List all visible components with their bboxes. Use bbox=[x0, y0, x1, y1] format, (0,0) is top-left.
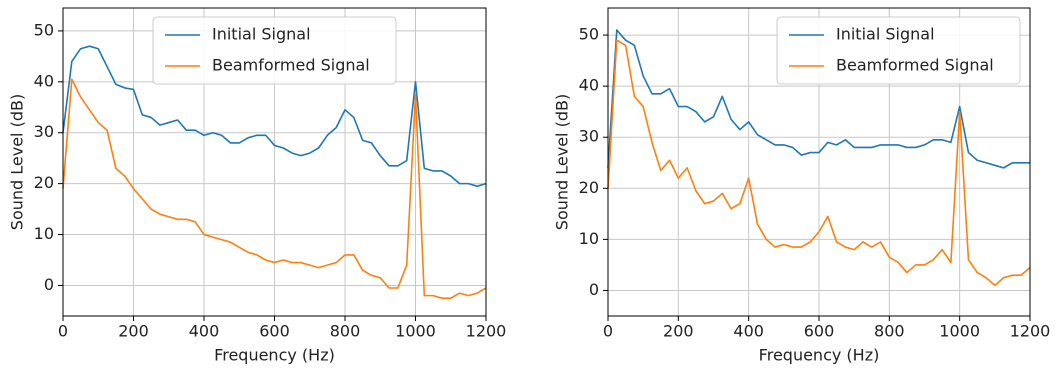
y-tick-label: 10 bbox=[34, 224, 54, 243]
plot-frame bbox=[607, 7, 1031, 317]
y-tick-label: 50 bbox=[579, 25, 599, 44]
series-line bbox=[607, 29, 1030, 169]
legend-box bbox=[776, 16, 1021, 85]
y-tick-label: 10 bbox=[579, 229, 599, 248]
y-tick-label: 0 bbox=[44, 275, 54, 294]
y-tick-label: 20 bbox=[34, 173, 54, 192]
x-axis-label: Frequency (Hz) bbox=[759, 346, 880, 365]
x-tick-label: 600 bbox=[259, 322, 290, 341]
subplot: 0 200 400 600 800 1000 1200 0 10 20 30 40 50 Frequenc… bbox=[553, 7, 1051, 365]
y-tick-label: 20 bbox=[579, 178, 599, 197]
legend-label: Beamformed Signal bbox=[212, 56, 370, 75]
x-tick-label: 200 bbox=[663, 322, 694, 341]
y-axis-label: Sound Level (dB) bbox=[553, 94, 572, 230]
x-tick-label: 1200 bbox=[1010, 322, 1051, 341]
y-tick-label: 30 bbox=[34, 122, 54, 141]
x-tick-label: 600 bbox=[804, 322, 835, 341]
series-line bbox=[62, 45, 487, 187]
x-tick-label: 1000 bbox=[395, 322, 436, 341]
plot-frame bbox=[62, 7, 487, 317]
y-tick-label: 30 bbox=[579, 127, 599, 146]
x-tick-label: 400 bbox=[733, 322, 764, 341]
y-tick-label: 50 bbox=[34, 20, 54, 39]
x-tick-label: 1200 bbox=[466, 322, 507, 341]
legend-label: Beamformed Signal bbox=[836, 56, 994, 75]
x-tick-label: 400 bbox=[189, 322, 220, 341]
subplot: 0 200 400 600 800 1000 1200 0 10 20 30 40 50 Frequenc… bbox=[8, 7, 507, 365]
y-tick-label: 40 bbox=[34, 71, 54, 90]
x-tick-label: 200 bbox=[118, 322, 149, 341]
y-tick-label: 40 bbox=[579, 76, 599, 95]
x-axis-label: Frequency (Hz) bbox=[214, 346, 335, 365]
legend-label: Initial Signal bbox=[836, 25, 935, 44]
x-tick-label: 0 bbox=[58, 322, 68, 341]
x-tick-label: 800 bbox=[874, 322, 905, 341]
legend-box bbox=[152, 16, 397, 85]
x-tick-label: 0 bbox=[603, 322, 613, 341]
x-tick-label: 1000 bbox=[939, 322, 980, 341]
y-axis-label: Sound Level (dB) bbox=[8, 94, 27, 230]
series-line bbox=[62, 78, 487, 299]
y-tick-label: 0 bbox=[589, 280, 599, 299]
legend-label: Initial Signal bbox=[212, 25, 311, 44]
series-line bbox=[607, 39, 1031, 287]
x-tick-label: 800 bbox=[330, 322, 361, 341]
